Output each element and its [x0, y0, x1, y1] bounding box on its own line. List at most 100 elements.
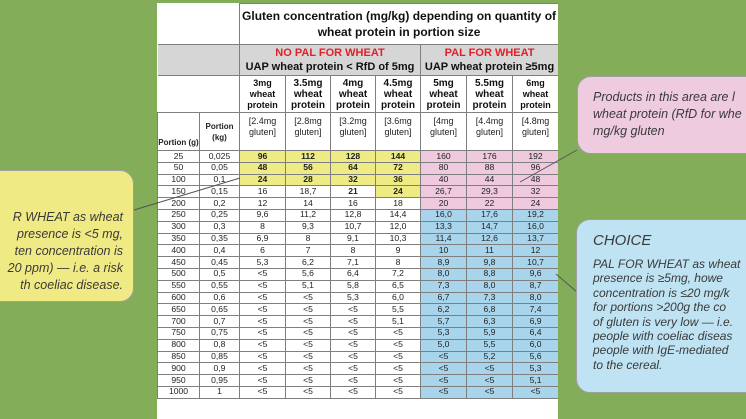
callout-pink-line: wheat protein (RfD for whe [593, 107, 742, 121]
blank-corner-2 [157, 44, 240, 76]
dose-header: 3.5mg wheat protein [285, 75, 331, 113]
gluten-table: Gluten concentration (mg/kg) depending o… [157, 3, 558, 399]
value-cell: 6,9 [511, 315, 558, 328]
portion-g-cell: 800 [157, 338, 200, 352]
portion-kg-cell: 0,95 [199, 374, 240, 387]
value-cell: 5,5 [375, 303, 421, 317]
value-cell: <5 [466, 362, 513, 376]
value-cell: <5 [511, 385, 558, 399]
callout-no-pal-line: th coeliac disease. [20, 278, 123, 292]
value-cell: <5 [375, 374, 421, 387]
value-cell: <5 [239, 362, 286, 376]
value-cell: 7,4 [511, 303, 558, 317]
value-cell: <5 [375, 362, 421, 376]
callout-choice-line: for portions >200g the co [593, 300, 727, 315]
portion-g-cell: 650 [157, 303, 200, 317]
value-cell: <5 [330, 338, 376, 352]
table-row: 50 0,05 48 56 64 72 80 88 96 [157, 161, 558, 175]
portion-g-cell: 450 [157, 256, 200, 269]
table-row: 900 0,9 <5 <5 <5 <5 <5 <5 5,3 [157, 362, 558, 376]
dose-header: 5mg wheat protein [420, 75, 467, 113]
value-cell: 5,1 [511, 374, 558, 387]
value-cell: <5 [239, 326, 286, 340]
callout-choice-line: to the cereal. [593, 357, 663, 372]
callout-choice-line: of gluten is very low — i.e. [593, 314, 734, 329]
callout-choice-line: presence is ≥5mg, howe [593, 271, 723, 286]
value-cell: 7,3 [466, 291, 513, 305]
gluten-table-container: Gluten concentration (mg/kg) depending o… [157, 3, 558, 419]
value-cell: <5 [285, 362, 331, 376]
table-row: 25 0,025 96 112 128 144 160 176 192 [157, 150, 558, 163]
group-no-pal-label: NO PAL FOR WHEAT [275, 47, 385, 59]
value-cell: <5 [330, 374, 376, 387]
connector-pink [519, 149, 578, 183]
group-pal-label: PAL FOR WHEAT [444, 47, 535, 59]
value-cell: <5 [285, 385, 331, 399]
callout-choice-line: PAL FOR WHEAT as wheat [593, 257, 741, 271]
value-cell: 10,7 [511, 256, 558, 269]
table-body: 25 0,025 96 112 128 144 160 176 192 50 0,05 48 56 64 7… [157, 150, 558, 399]
value-cell: 48 [511, 173, 558, 187]
value-cell: 6,5 [375, 279, 421, 293]
gluten-header: [4.8mg gluten] [511, 112, 558, 151]
value-cell: 16,0 [511, 220, 558, 234]
value-cell: 5,6 [511, 350, 558, 364]
table-row: 550 0,55 <5 5,1 5,8 6,5 7,3 8,0 8,7 [157, 279, 558, 293]
connector-left [133, 177, 241, 211]
value-cell: 5,1 [375, 315, 421, 328]
table-row: 450 0,45 5,3 6,2 7,1 8 8,9 9,8 10,7 [157, 256, 558, 269]
group-pal: PAL FOR WHEAT UAP wheat protein ≥5mg [419, 44, 558, 76]
value-cell: 6,8 [466, 303, 513, 317]
value-cell: <5 [330, 326, 376, 340]
table-row: 800 0,8 <5 <5 <5 <5 5,0 5,5 6,0 [157, 338, 558, 352]
value-cell: 5,2 [466, 350, 513, 364]
table-row: 600 0,6 <5 <5 5,3 6,0 6,7 7,3 8,0 [157, 291, 558, 305]
dose-header: 6mg wheat protein [511, 75, 558, 113]
callout-no-pal-line: presence is <5 mg, [17, 227, 123, 241]
callout-choice-line: people with IgE-mediated [593, 343, 729, 358]
value-cell: 7,2 [375, 267, 421, 281]
value-cell: 8,8 [466, 267, 513, 281]
connector-blue [555, 273, 578, 293]
value-cell: 5,8 [330, 279, 376, 293]
portion-g-cell: 750 [157, 326, 200, 340]
blank-corner-3 [157, 75, 240, 113]
value-cell: 88 [466, 161, 513, 175]
table-row: 700 0,7 <5 <5 <5 5,1 5,7 6,3 6,9 [157, 315, 558, 328]
portion-g-cell: 850 [157, 350, 200, 364]
col-header-portion-g: Portion (g) [157, 112, 200, 151]
callout-choice: CHOICE PAL FOR WHEAT as wheat presence i… [576, 219, 746, 393]
value-cell: <5 [239, 279, 286, 293]
value-cell: 6,3 [466, 315, 513, 328]
value-cell: <5 [239, 303, 286, 317]
value-cell: 8,0 [466, 279, 513, 293]
value-cell: <5 [420, 362, 467, 376]
table-row: 650 0,65 <5 <5 <5 5,5 6,2 6,8 7,4 [157, 303, 558, 317]
portion-g-cell: 900 [157, 362, 200, 376]
table-row: 750 0,75 <5 <5 <5 <5 5,3 5,9 6,4 [157, 326, 558, 340]
callout-pink-line: mg/kg gluten [593, 124, 665, 138]
value-cell: <5 [466, 385, 513, 399]
value-cell: 6,4 [330, 267, 376, 281]
value-cell: 22 [466, 197, 513, 210]
blank-corner [157, 3, 240, 45]
value-cell: 8,7 [511, 279, 558, 293]
table-row: 100 0,1 24 28 32 36 40 44 48 [157, 173, 558, 187]
value-cell: <5 [330, 362, 376, 376]
portion-kg-cell: 0,8 [199, 338, 240, 352]
callout-no-pal-line: R WHEAT as wheat [12, 210, 123, 224]
callout-choice-title: CHOICE [593, 232, 652, 249]
group-no-pal-sub: UAP wheat protein < RfD of 5mg [245, 61, 415, 73]
value-cell: 17,6 [466, 208, 513, 222]
value-cell: <5 [285, 338, 331, 352]
value-cell: 6,4 [511, 326, 558, 340]
gluten-header: [2.8mg gluten] [285, 112, 331, 151]
value-cell: 7,1 [330, 256, 376, 269]
callout-pink: Products in this area are l wheat protei… [577, 76, 746, 154]
table-row: 200 0,2 12 14 16 18 20 22 24 [157, 197, 558, 210]
value-cell: 7,3 [420, 279, 467, 293]
callout-choice-line: concentration is ≤20 mg/k [593, 285, 730, 300]
dose-header: 5.5mg wheat protein [466, 75, 513, 113]
table-row: 500 0,5 <5 5,6 6,4 7,2 8,0 8,8 9,6 [157, 267, 558, 281]
value-cell: <5 [285, 326, 331, 340]
